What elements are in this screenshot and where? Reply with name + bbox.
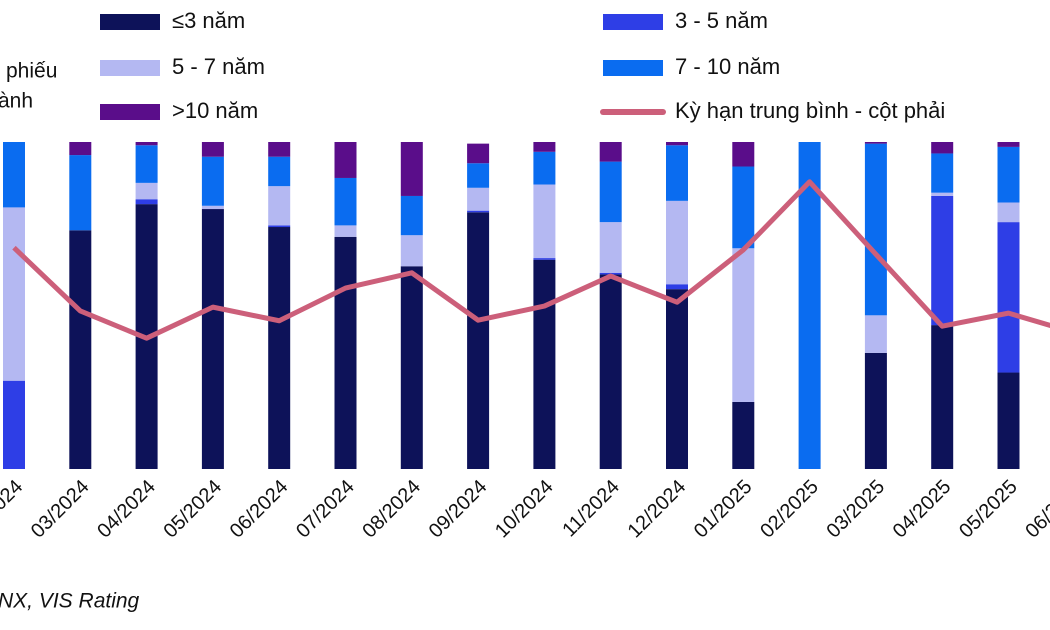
bar-segment bbox=[599, 142, 622, 162]
bar-segment bbox=[135, 182, 158, 200]
bar-segment bbox=[931, 325, 954, 469]
bar-segment bbox=[467, 163, 490, 188]
bar-segment bbox=[732, 248, 755, 402]
bar-segment bbox=[997, 146, 1020, 203]
bar-segment bbox=[864, 352, 887, 469]
legend-label: 7 - 10 năm bbox=[675, 54, 780, 79]
legend-swatch bbox=[100, 104, 160, 120]
bar-segment bbox=[666, 284, 688, 290]
x-tick-label: 09/2024 bbox=[425, 476, 492, 543]
bar-segment bbox=[798, 142, 821, 469]
bar-segment bbox=[533, 258, 556, 260]
bar-segment bbox=[533, 184, 556, 259]
bar-segment bbox=[334, 142, 357, 178]
bar-segment bbox=[533, 259, 556, 469]
bar-segment bbox=[69, 155, 92, 231]
bar-segment bbox=[135, 142, 158, 146]
bar-segment bbox=[201, 156, 224, 206]
bar-segment bbox=[201, 205, 224, 210]
bar-segment bbox=[997, 202, 1020, 223]
x-tick-label: 08/2024 bbox=[358, 476, 425, 543]
legend-label: 3 - 5 năm bbox=[675, 8, 768, 33]
x-tick-label: 02/2025 bbox=[756, 476, 823, 543]
bar-segment bbox=[732, 142, 755, 167]
x-tick-label: 05/2025 bbox=[955, 476, 1022, 543]
bar-segment bbox=[599, 274, 622, 469]
x-tick-label: 01/2025 bbox=[690, 476, 757, 543]
source: NX, VIS Rating bbox=[0, 590, 140, 613]
bar-segment bbox=[997, 372, 1020, 469]
bar-segment bbox=[334, 225, 357, 237]
bar-segment bbox=[268, 225, 291, 228]
x-tick-label: 07/2024 bbox=[292, 476, 359, 543]
bar-segment bbox=[533, 151, 556, 185]
x-tick-label: 06/2024 bbox=[226, 476, 293, 543]
bar-segment bbox=[334, 236, 357, 469]
bar-segment bbox=[732, 401, 755, 469]
legend-label: 5 - 7 năm bbox=[172, 54, 265, 79]
bar-segment bbox=[864, 142, 887, 144]
bar-segment bbox=[997, 142, 1020, 147]
legend-swatch bbox=[603, 14, 663, 30]
bar-segment bbox=[732, 166, 755, 249]
bar-segment bbox=[135, 199, 158, 205]
bar-segment bbox=[201, 209, 224, 469]
bar-segment bbox=[268, 186, 291, 226]
bar-segment bbox=[268, 142, 291, 157]
bar-segment bbox=[931, 142, 954, 154]
bar-segment bbox=[400, 142, 423, 196]
x-tick-label: 02/2024 bbox=[0, 476, 27, 543]
bar-segment bbox=[69, 230, 92, 469]
bar-segment bbox=[334, 177, 357, 226]
bar-segment bbox=[666, 145, 688, 201]
bar-segment bbox=[268, 156, 291, 187]
legend-swatch bbox=[100, 14, 160, 30]
bar-segment bbox=[400, 266, 423, 469]
bar-segment bbox=[666, 200, 688, 285]
x-tick-label: 04/2024 bbox=[93, 476, 160, 543]
legend-label: ≤3 năm bbox=[172, 8, 245, 33]
bar-segment bbox=[3, 207, 25, 381]
legend-swatch bbox=[100, 60, 160, 76]
x-tick-label: 05/2024 bbox=[159, 476, 226, 543]
bar-segment bbox=[467, 143, 490, 164]
bar-segment bbox=[135, 145, 158, 183]
bar-segment bbox=[599, 222, 622, 273]
bar-segment bbox=[864, 315, 887, 353]
x-tick-label: 10/2024 bbox=[491, 476, 558, 543]
x-tick-label: 06/2025 bbox=[1021, 476, 1050, 543]
x-tick-label: 03/2025 bbox=[822, 476, 889, 543]
x-tick-label: 04/2025 bbox=[889, 476, 956, 543]
bar-segment bbox=[467, 212, 490, 469]
bar-segment bbox=[400, 195, 423, 236]
chart-note: ành bbox=[0, 90, 33, 113]
bar-segment bbox=[931, 195, 954, 326]
x-tick-label: 03/2024 bbox=[27, 476, 94, 543]
bar-segment bbox=[400, 235, 423, 267]
legend-label: >10 năm bbox=[172, 98, 258, 123]
bar-segment bbox=[467, 210, 490, 213]
bar-segment bbox=[666, 289, 688, 469]
legend-label: Kỳ hạn trung bình - cột phải bbox=[675, 98, 945, 123]
bar-segment bbox=[931, 192, 954, 196]
bar-segment bbox=[467, 187, 490, 211]
bar-segment bbox=[69, 142, 92, 156]
bar-segment bbox=[599, 161, 622, 223]
bar-segment bbox=[864, 143, 887, 316]
bar-segment bbox=[533, 142, 556, 152]
bar-segment bbox=[931, 153, 954, 193]
bar-segment bbox=[3, 142, 25, 208]
bar-segment bbox=[3, 380, 25, 469]
x-tick-label: 11/2024 bbox=[558, 476, 624, 542]
bar-segment bbox=[666, 142, 688, 146]
chart-note: phiếu bbox=[6, 60, 57, 83]
bar-segment bbox=[997, 222, 1020, 373]
bar-segment bbox=[201, 142, 224, 157]
bar-segment bbox=[268, 227, 291, 469]
x-tick-label: 12/2024 bbox=[624, 476, 691, 543]
legend-swatch bbox=[603, 60, 663, 76]
line-series bbox=[12, 179, 1050, 341]
